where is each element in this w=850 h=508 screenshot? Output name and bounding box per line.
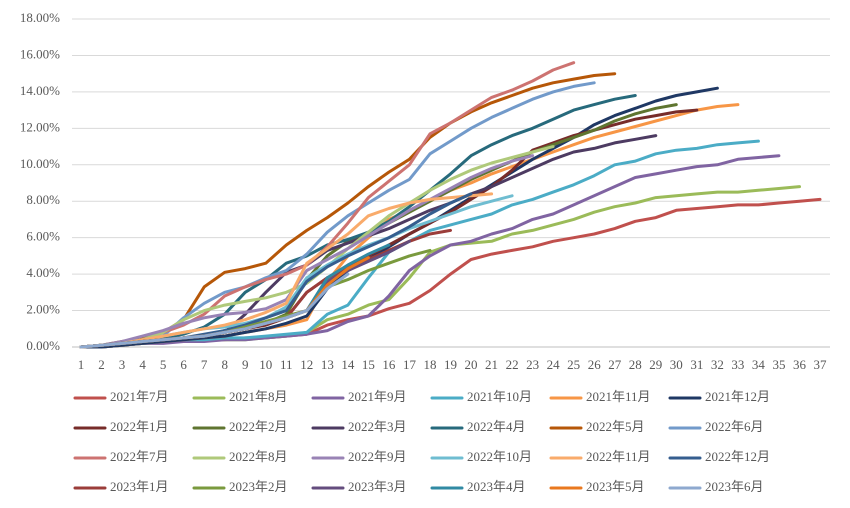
legend-label: 2022年5月 — [586, 419, 645, 434]
series-line — [79, 194, 514, 349]
x-tick-label: 21 — [485, 357, 498, 372]
legend-label: 2021年8月 — [229, 389, 288, 404]
x-tick-label: 11 — [280, 357, 293, 372]
legend-label: 2022年3月 — [348, 419, 407, 434]
x-tick-label: 32 — [711, 357, 724, 372]
series-line — [79, 154, 781, 349]
x-tick-label: 31 — [690, 357, 703, 372]
series-line — [79, 154, 535, 349]
x-tick-label: 22 — [506, 357, 519, 372]
x-tick-label: 13 — [321, 357, 334, 372]
legend-label: 2022年1月 — [110, 419, 169, 434]
legend-label: 2022年2月 — [229, 419, 288, 434]
series-line — [79, 139, 760, 349]
legend-label: 2022年4月 — [467, 419, 526, 434]
x-tick-label: 36 — [793, 357, 807, 372]
legend-label: 2023年1月 — [110, 479, 169, 494]
x-tick-label: 15 — [362, 357, 375, 372]
x-tick-label: 33 — [731, 357, 744, 372]
x-tick-label: 29 — [649, 357, 662, 372]
x-tick-label: 37 — [814, 357, 828, 372]
x-tick-label: 23 — [526, 357, 539, 372]
legend-label: 2023年3月 — [348, 479, 407, 494]
legend-label: 2022年7月 — [110, 449, 169, 464]
legend-label: 2023年4月 — [467, 479, 526, 494]
x-tick-label: 2 — [98, 357, 105, 372]
x-tick-label: 1 — [78, 357, 85, 372]
y-tick-label: 12.00% — [20, 119, 60, 134]
series-line — [79, 81, 596, 349]
x-tick-label: 4 — [139, 357, 146, 372]
legend-label: 2021年9月 — [348, 389, 407, 404]
legend-label: 2022年6月 — [705, 419, 764, 434]
x-tick-label: 5 — [160, 357, 167, 372]
y-tick-label: 4.00% — [26, 265, 60, 280]
x-tick-label: 3 — [119, 357, 126, 372]
legend-label: 2023年6月 — [705, 479, 764, 494]
y-tick-label: 8.00% — [26, 192, 60, 207]
x-tick-label: 30 — [670, 357, 683, 372]
x-tick-label: 8 — [221, 357, 228, 372]
x-tick-label: 16 — [382, 357, 396, 372]
series-line — [79, 272, 350, 349]
series-line — [79, 192, 494, 349]
legend-label: 2021年11月 — [586, 389, 651, 404]
legend-label: 2022年11月 — [586, 449, 651, 464]
series-line — [79, 94, 637, 349]
legend-label: 2022年8月 — [229, 449, 288, 464]
x-tick-label: 25 — [567, 357, 580, 372]
x-tick-label: 27 — [608, 357, 622, 372]
legend-label: 2021年10月 — [467, 389, 532, 404]
y-tick-label: 2.00% — [26, 302, 60, 317]
y-tick-label: 14.00% — [20, 83, 60, 98]
x-tick-label: 19 — [444, 357, 457, 372]
y-tick-label: 6.00% — [26, 229, 60, 244]
legend-label: 2023年5月 — [586, 479, 645, 494]
x-tick-label: 6 — [180, 357, 187, 372]
x-tick-label: 17 — [403, 357, 417, 372]
y-tick-label: 0.00% — [26, 338, 60, 353]
legend-label: 2022年12月 — [705, 449, 770, 464]
legend-label: 2022年10月 — [467, 449, 532, 464]
y-tick-label: 16.00% — [20, 46, 60, 61]
series-line — [79, 197, 822, 349]
x-tick-label: 35 — [772, 357, 785, 372]
x-tick-label: 12 — [300, 357, 313, 372]
x-tick-label: 10 — [259, 357, 272, 372]
x-tick-label: 26 — [588, 357, 602, 372]
x-tick-label: 28 — [629, 357, 642, 372]
legend-label: 2023年2月 — [229, 479, 288, 494]
legend-label: 2022年9月 — [348, 449, 407, 464]
legend-label: 2021年7月 — [110, 389, 169, 404]
x-tick-label: 14 — [341, 357, 355, 372]
x-tick-label: 20 — [465, 357, 478, 372]
x-tick-label: 24 — [547, 357, 561, 372]
x-tick-label: 34 — [752, 357, 766, 372]
y-tick-label: 18.00% — [20, 10, 60, 25]
y-tick-label: 10.00% — [20, 156, 60, 171]
x-tick-label: 7 — [201, 357, 208, 372]
series-line — [79, 61, 576, 349]
x-tick-label: 18 — [423, 357, 436, 372]
x-tick-label: 9 — [242, 357, 249, 372]
legend-label: 2021年12月 — [705, 389, 770, 404]
